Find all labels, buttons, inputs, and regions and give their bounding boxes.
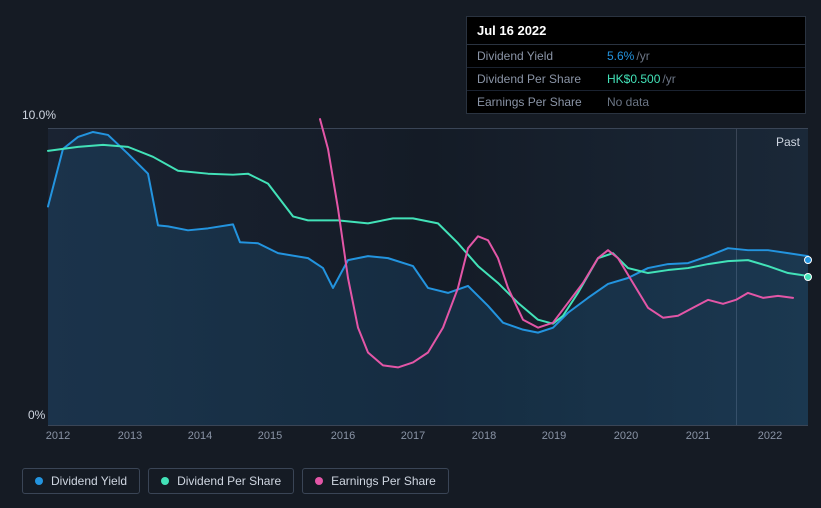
series-area (48, 132, 808, 425)
tooltip-row-unit: /yr (636, 49, 649, 63)
legend-item[interactable]: Earnings Per Share (302, 468, 449, 494)
tooltip-row-value: HK$0.500 (607, 72, 660, 86)
legend-item[interactable]: Dividend Per Share (148, 468, 294, 494)
legend-dot-icon (315, 477, 323, 485)
tooltip-row: Earnings Per ShareNo data (467, 91, 805, 113)
tooltip-date: Jul 16 2022 (467, 17, 805, 45)
tooltip-row-label: Dividend Per Share (477, 72, 607, 86)
tooltip-row-value: 5.6% (607, 49, 634, 63)
y-axis-min-label: 0% (28, 408, 45, 422)
x-tick-label: 2015 (258, 430, 282, 442)
hover-tooltip: Jul 16 2022 Dividend Yield5.6%/yrDividen… (466, 16, 806, 114)
chart-plot-area[interactable]: Past (48, 128, 808, 426)
x-tick-label: 2020 (614, 430, 638, 442)
tooltip-row-value: No data (607, 95, 649, 109)
legend-item[interactable]: Dividend Yield (22, 468, 140, 494)
x-tick-label: 2018 (472, 430, 496, 442)
legend-label: Earnings Per Share (331, 474, 436, 488)
tooltip-row-label: Dividend Yield (477, 49, 607, 63)
legend-label: Dividend Per Share (177, 474, 281, 488)
x-tick-label: 2021 (686, 430, 710, 442)
tooltip-row-unit: /yr (662, 72, 675, 86)
series-marker (804, 256, 812, 264)
x-tick-label: 2014 (188, 430, 212, 442)
x-tick-label: 2022 (758, 430, 782, 442)
tooltip-row: Dividend Per ShareHK$0.500/yr (467, 68, 805, 91)
x-tick-label: 2013 (118, 430, 142, 442)
x-axis: 2012 2013 2014 2015 2016 2017 2018 2019 2020 2021… (48, 430, 808, 448)
legend-dot-icon (161, 477, 169, 485)
y-axis-max-label: 10.0% (22, 108, 56, 122)
x-tick-label: 2017 (401, 430, 425, 442)
tooltip-row: Dividend Yield5.6%/yr (467, 45, 805, 68)
tooltip-row-label: Earnings Per Share (477, 95, 607, 109)
legend-dot-icon (35, 477, 43, 485)
x-tick-label: 2016 (331, 430, 355, 442)
x-tick-label: 2019 (542, 430, 566, 442)
series-marker (804, 273, 812, 281)
legend: Dividend Yield Dividend Per Share Earnings… (22, 468, 449, 494)
x-tick-label: 2012 (46, 430, 70, 442)
chart-svg (48, 129, 808, 425)
legend-label: Dividend Yield (51, 474, 127, 488)
